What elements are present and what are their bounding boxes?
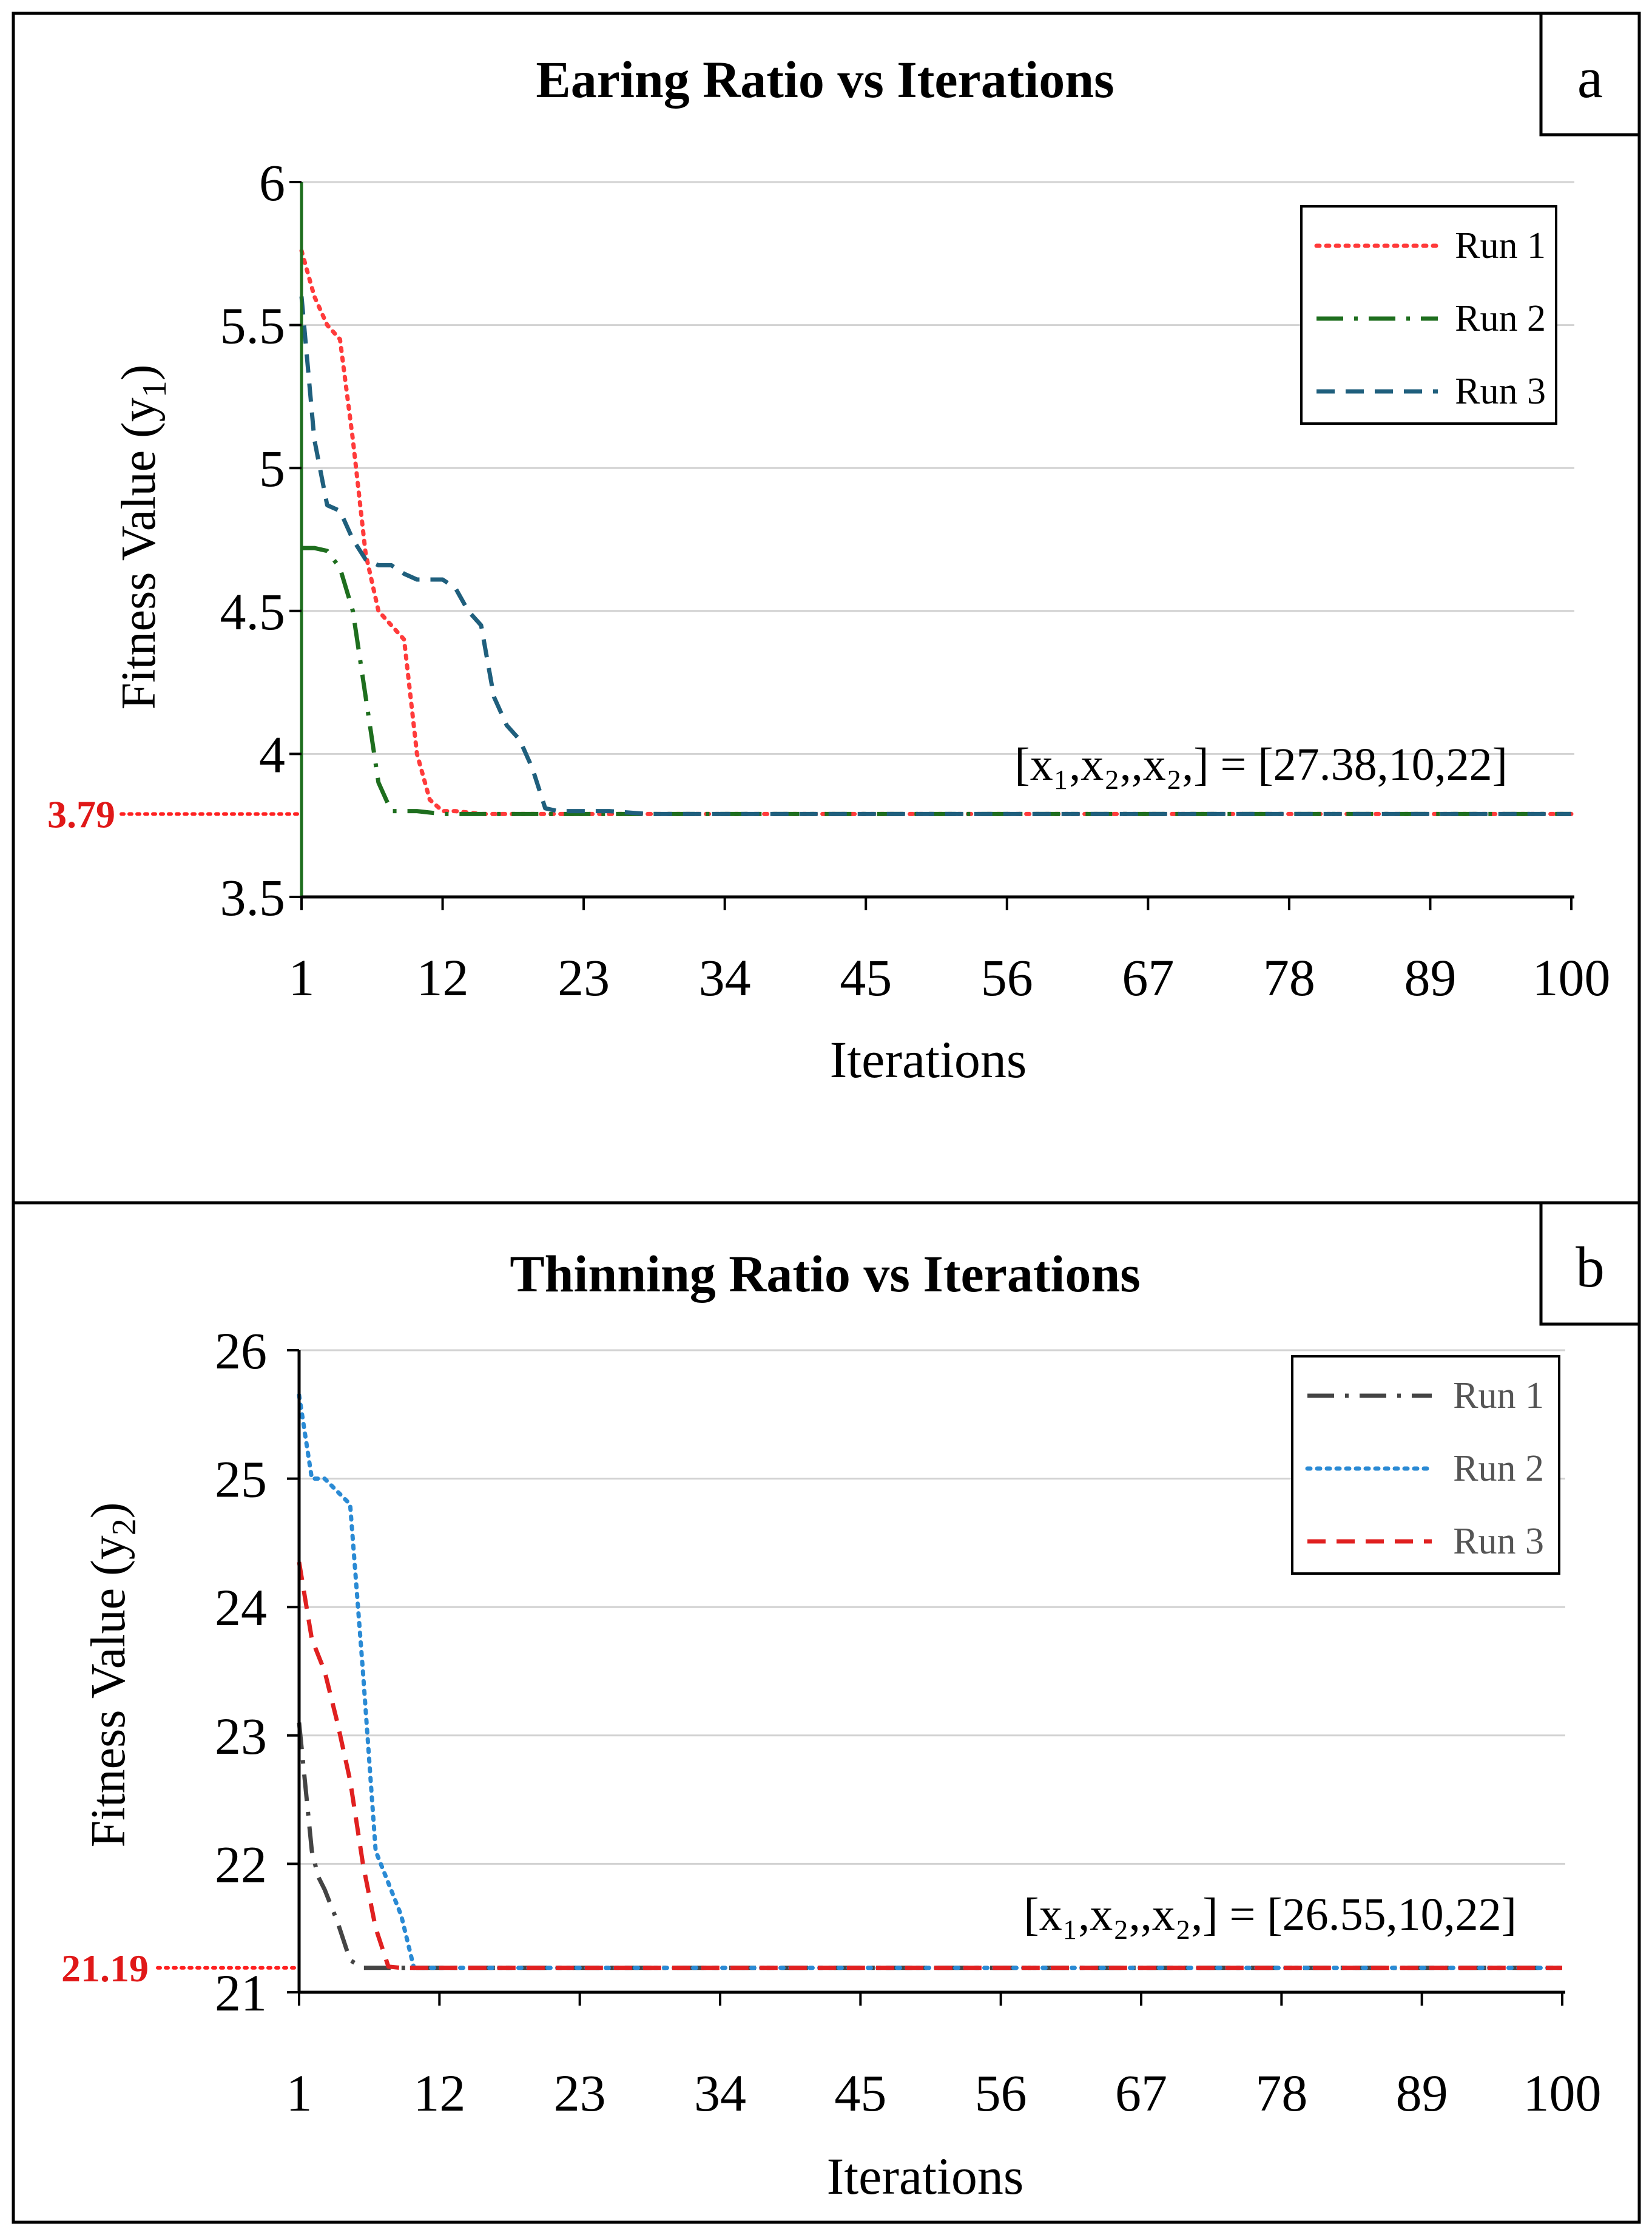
panel-a-x-tick-label-9: 100 (1532, 948, 1611, 1007)
panel-a-x-tick-label-5: 56 (981, 948, 1033, 1007)
panel-a-legend-label-run-2: Run 2 (1455, 298, 1546, 339)
panel-a-series-run-2-line (302, 546, 1571, 816)
panel-b-x-tick-label-8: 89 (1396, 2064, 1448, 2122)
panel-a-title: Earing Ratio vs Iterations (536, 50, 1114, 109)
panel-b-x-tick-label-0: 1 (286, 2064, 312, 2122)
panel-b-x-ticks: 1 12 23 34 45 56 67 78 89 100 (286, 1992, 1602, 2122)
panel-b-x-tick-label-7: 78 (1255, 2064, 1307, 2122)
panel-b-axes (297, 1350, 1565, 1994)
panel-b: b Thinning Ratio vs Iterations 1 12 23 34 45… (12, 1201, 1641, 2224)
panel-b-y-axis-label: Fitness Value (y2) (82, 1503, 143, 1848)
panel-a-x-tick-label-1: 12 (417, 948, 469, 1007)
panel-b-optimum-marker: 21.19 (61, 1947, 299, 1990)
panel-a-optimum-marker: 3.79 (47, 793, 302, 836)
panel-a-x-tick-label-0: 1 (289, 948, 315, 1007)
panel-b-x-axis-label: Iterations (827, 2147, 1024, 2205)
panel-a-x-tick-label-2: 23 (558, 948, 610, 1007)
panel-a-series-run-1-line (299, 248, 1574, 816)
panel-b-series (297, 1393, 1565, 1970)
panel-b-legend: Run 1 Run 2 Run 3 (1291, 1355, 1560, 1575)
panel-a-y-tick-label-5: 6 (259, 154, 285, 212)
panel-a-label: a (1577, 46, 1603, 110)
panel-b-y-ticks: 21 22 23 24 25 26 (215, 1322, 299, 2022)
panel-a-legend-label-run-1: Run 1 (1455, 225, 1546, 266)
panel-a-series (299, 248, 1574, 816)
panel-b-x-tick-label-9: 100 (1523, 2064, 1602, 2122)
panel-b-y-tick-label-1: 22 (215, 1835, 267, 1893)
panel-a-y-tick-label-0: 3.5 (220, 868, 286, 927)
panel-b-legend-label-run-3: Run 3 (1453, 1521, 1544, 1562)
panel-b-y-axis-label-text: Fitness Value (y (82, 1535, 135, 1847)
panel-b-legend-label-run-2: Run 2 (1453, 1448, 1544, 1489)
panel-a-legend-label-run-3: Run 3 (1455, 371, 1546, 412)
panel-a-x-tick-label-8: 89 (1404, 948, 1456, 1007)
panel-b-label: b (1576, 1235, 1605, 1299)
panel-b-y-tick-label-2: 23 (215, 1707, 267, 1765)
panel-a-label-box (1539, 12, 1641, 137)
panel-a-y-tick-label-3: 5 (259, 439, 285, 498)
panel-b-x-tick-label-2: 23 (554, 2064, 606, 2122)
panel-b-x-tick-label-4: 45 (834, 2064, 886, 2122)
panel-a-optimum-label: 3.79 (47, 793, 115, 836)
panel-a-x-tick-label-3: 34 (699, 948, 751, 1007)
panel-a-x-tick-label-4: 45 (840, 948, 892, 1007)
panel-a-axes (300, 182, 1574, 899)
panel-a-x-ticks: 1 12 23 34 45 56 67 78 89 100 (289, 897, 1611, 1007)
panel-a-y-tick-label-1: 4 (259, 725, 285, 783)
panel-a-y-axis-label-subscript: 1 (136, 380, 174, 397)
panel-b-optimum-label: 21.19 (61, 1947, 149, 1990)
panel-b-y-tick-label-0: 21 (215, 1964, 267, 2022)
panel-a: a Earing Ratio vs Iterations 1 12 23 34 45 56… (12, 12, 1641, 1205)
panel-b-y-tick-label-4: 25 (215, 1450, 267, 1509)
panel-b-legend-label-run-1: Run 1 (1453, 1375, 1544, 1416)
panel-a-y-ticks: 3.5 4 4.5 5 5.5 6 (220, 154, 302, 927)
panel-a-y-tick-label-4: 5.5 (220, 297, 286, 355)
panel-a-y-axis-label-text: Fitness Value (y (112, 397, 166, 709)
panel-a-y-axis-label-close: ) (112, 365, 166, 381)
panel-a-y-axis-label: Fitness Value (y1) (112, 365, 174, 710)
panel-b-y-tick-label-3: 24 (215, 1578, 267, 1637)
panel-b-series-run-3-line (297, 1561, 1562, 1970)
panel-a-legend-box (1300, 205, 1557, 425)
panel-a-x-tick-label-7: 78 (1263, 948, 1315, 1007)
panel-a-x-axis-label: Iterations (830, 1030, 1027, 1089)
panel-b-annotation: [x₁,x₂,,x₂,] = [26.55,10,22] (1023, 1889, 1517, 1940)
panel-a-annotation: [x₁,x₂,,x₂,] = [27.38,10,22] (1014, 739, 1508, 790)
panel-b-label-box (1539, 1201, 1641, 1326)
panel-b-series-run-1-line (297, 1722, 1562, 1970)
panel-b-y-axis-label-close: ) (82, 1503, 135, 1519)
panel-a-x-tick-label-6: 67 (1122, 948, 1174, 1007)
panel-b-y-tick-label-5: 26 (215, 1322, 267, 1380)
panel-b-x-tick-label-5: 56 (975, 2064, 1027, 2122)
panel-b-x-tick-label-6: 67 (1115, 2064, 1167, 2122)
panel-b-x-tick-label-3: 34 (694, 2064, 746, 2122)
panel-b-y-axis-label-subscript: 2 (106, 1518, 143, 1535)
panel-b-x-tick-label-1: 12 (413, 2064, 465, 2122)
panel-a-legend: Run 1 Run 2 Run 3 (1300, 205, 1557, 425)
panel-b-title: Thinning Ratio vs Iterations (510, 1245, 1140, 1303)
panel-b-legend-box (1291, 1355, 1560, 1575)
panel-a-y-tick-label-2: 4.5 (220, 583, 286, 641)
